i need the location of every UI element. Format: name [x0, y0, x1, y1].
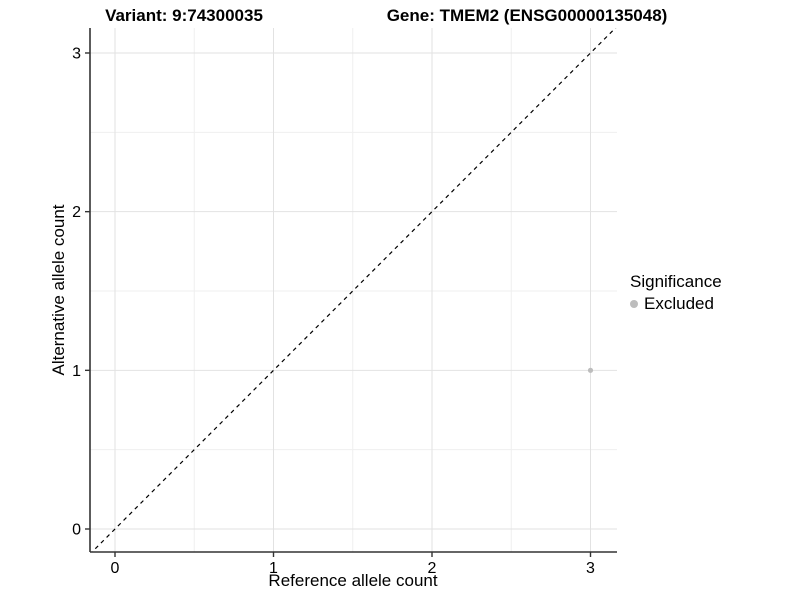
- legend: Significance Excluded: [630, 272, 722, 314]
- identity-dashed-line: [91, 28, 617, 552]
- x-tick-label: 0: [111, 560, 120, 577]
- x-tick-label: 2: [428, 560, 437, 577]
- legend-title: Significance: [630, 272, 722, 291]
- plot-title-variant: Variant: 9:74300035: [105, 6, 263, 25]
- x-axis-title: Reference allele count: [268, 571, 438, 590]
- y-tick-label: 2: [72, 204, 81, 221]
- x-tick-label: 3: [586, 560, 595, 577]
- legend-point-icon: [630, 300, 638, 308]
- x-tick-label: 1: [269, 560, 278, 577]
- legend-item-excluded: Excluded: [630, 294, 722, 314]
- plot-title-gene: Gene: TMEM2 (ENSG00000135048): [386, 6, 668, 25]
- y-tick-label: 0: [72, 522, 81, 539]
- y-axis-title: Alternative allele count: [49, 204, 68, 376]
- y-tick-label: 3: [72, 45, 81, 62]
- data-point-excluded: [587, 367, 594, 373]
- legend-item-label: Excluded: [644, 294, 714, 313]
- y-tick-label: 1: [72, 363, 81, 380]
